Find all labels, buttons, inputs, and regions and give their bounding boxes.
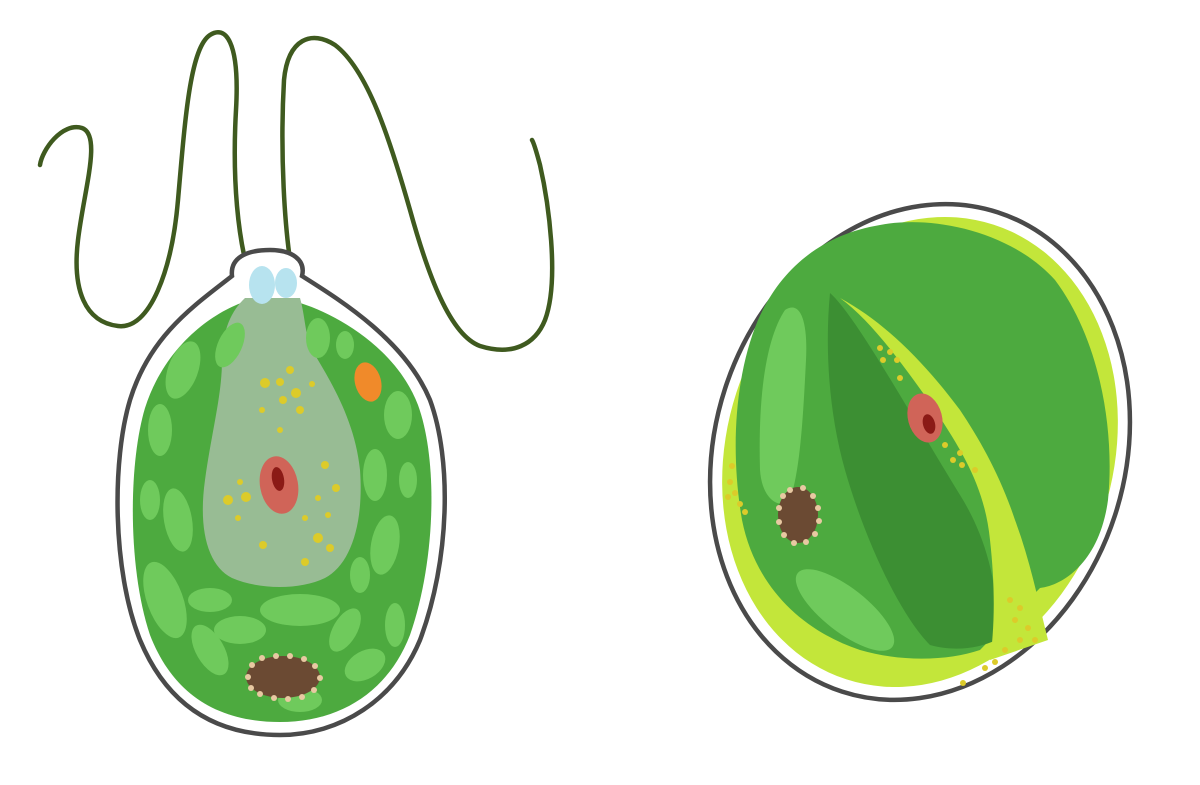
nucleus [259,456,299,514]
chloroplast-inner-lobe [827,293,997,649]
basal-bodies [249,266,297,304]
flagellum-right [280,35,555,352]
starch-granules [223,366,340,566]
nucleolus [271,467,285,491]
flagellum-left [37,29,253,329]
pyrenoid [245,653,323,702]
plastid-ovals [759,307,895,651]
pyrenoid [776,485,822,546]
granules [725,345,1038,686]
flagellated-cell [37,29,555,738]
nucleolus [922,414,936,434]
central-vacuole [202,298,361,587]
cytoplasm-band [840,298,1048,660]
round-cell [707,201,1133,703]
nucleus [907,393,943,443]
stigma [354,362,382,402]
